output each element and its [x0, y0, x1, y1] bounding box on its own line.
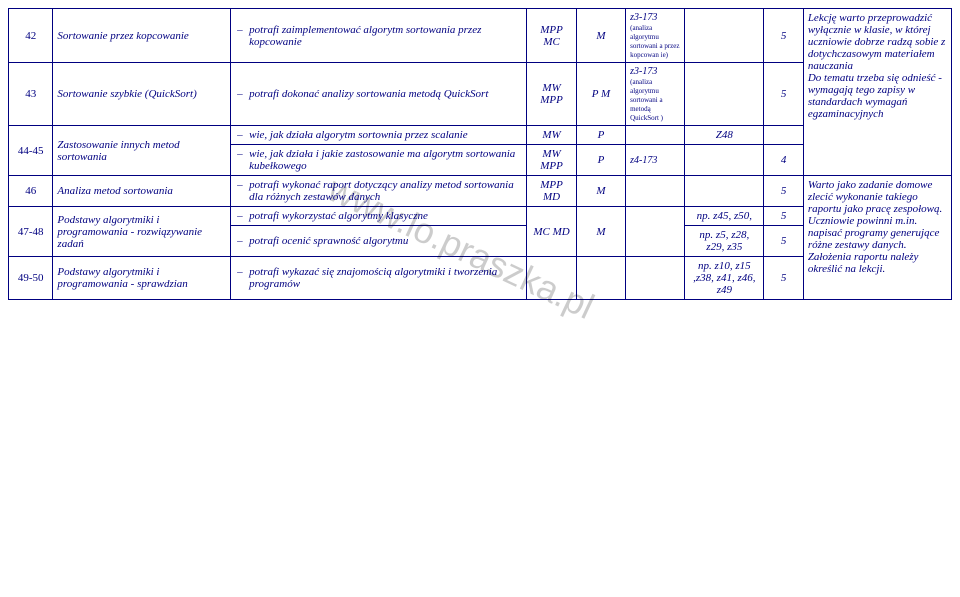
- task: [685, 176, 764, 207]
- topic: Zastosowanie innych metod sortowania: [53, 126, 231, 176]
- curriculum-table: 42 Sortowanie przez kopcowanie potrafi z…: [8, 8, 952, 300]
- task: [685, 63, 764, 126]
- lesson-num: 46: [9, 176, 53, 207]
- ref: [626, 176, 685, 207]
- skill: wie, jak działa i jakie zastosowanie ma …: [231, 145, 527, 176]
- skill: potrafi wykonać raport dotyczący analizy…: [231, 176, 527, 207]
- hours: 5: [764, 9, 803, 63]
- lesson-num: 47-48: [9, 207, 53, 257]
- ref: z3-173 (analiza algorytmu sortowani a pr…: [626, 9, 685, 63]
- lvl: [576, 257, 625, 300]
- skill: potrafi dokonać analizy sortowania metod…: [231, 63, 527, 126]
- lesson-num: 44-45: [9, 126, 53, 176]
- topic: Analiza metod sortowania: [53, 176, 231, 207]
- ref: [626, 126, 685, 145]
- cat: MPP MC: [527, 9, 576, 63]
- hours: [764, 126, 803, 145]
- table-row: 42 Sortowanie przez kopcowanie potrafi z…: [9, 9, 952, 63]
- hours: 5: [764, 257, 803, 300]
- cat: MW MPP: [527, 145, 576, 176]
- notes: Lekcję warto przeprowadzić wyłącznie w k…: [803, 9, 951, 176]
- skill: potrafi zaimplementować algorytm sortowa…: [231, 9, 527, 63]
- lvl: M: [576, 176, 625, 207]
- cat: [527, 257, 576, 300]
- hours: 5: [764, 176, 803, 207]
- lvl: P: [576, 126, 625, 145]
- topic: Sortowanie przez kopcowanie: [53, 9, 231, 63]
- cat: MC MD: [527, 207, 576, 257]
- table-row: 46 Analiza metod sortowania potrafi wyko…: [9, 176, 952, 207]
- ref: z3-173 (analiza algorytmu sortowani a me…: [626, 63, 685, 126]
- ref: [626, 257, 685, 300]
- task: np. z10, z15 ,z38, z41, z46, z49: [685, 257, 764, 300]
- lvl: M: [576, 207, 625, 257]
- cat: MPP MD: [527, 176, 576, 207]
- lvl: P: [576, 145, 625, 176]
- task: Z48: [685, 126, 764, 145]
- skill: potrafi wykorzystać algorytmy klasyczne: [231, 207, 527, 226]
- topic: Podstawy algorytmiki i programowania - s…: [53, 257, 231, 300]
- cat: MW MPP: [527, 63, 576, 126]
- task: [685, 145, 764, 176]
- notes: Warto jako zadanie domowe zlecić wykonan…: [803, 176, 951, 300]
- task: np. z45, z50,: [685, 207, 764, 226]
- lesson-num: 42: [9, 9, 53, 63]
- hours: 5: [764, 63, 803, 126]
- skill: potrafi wykazać się znajomością algorytm…: [231, 257, 527, 300]
- topic: Podstawy algorytmiki i programowania - r…: [53, 207, 231, 257]
- skill: wie, jak działa algorytm sortownia przez…: [231, 126, 527, 145]
- skill: potrafi ocenić sprawność algorytmu: [231, 226, 527, 257]
- ref: [626, 207, 685, 257]
- task: [685, 9, 764, 63]
- lesson-num: 43: [9, 63, 53, 126]
- hours: 4: [764, 145, 803, 176]
- lvl: P M: [576, 63, 625, 126]
- topic: Sortowanie szybkie (QuickSort): [53, 63, 231, 126]
- ref: z4-173: [626, 145, 685, 176]
- lesson-num: 49-50: [9, 257, 53, 300]
- cat: MW: [527, 126, 576, 145]
- hours: 5: [764, 207, 803, 226]
- hours: 5: [764, 226, 803, 257]
- lvl: M: [576, 9, 625, 63]
- task: np. z5, z28, z29, z35: [685, 226, 764, 257]
